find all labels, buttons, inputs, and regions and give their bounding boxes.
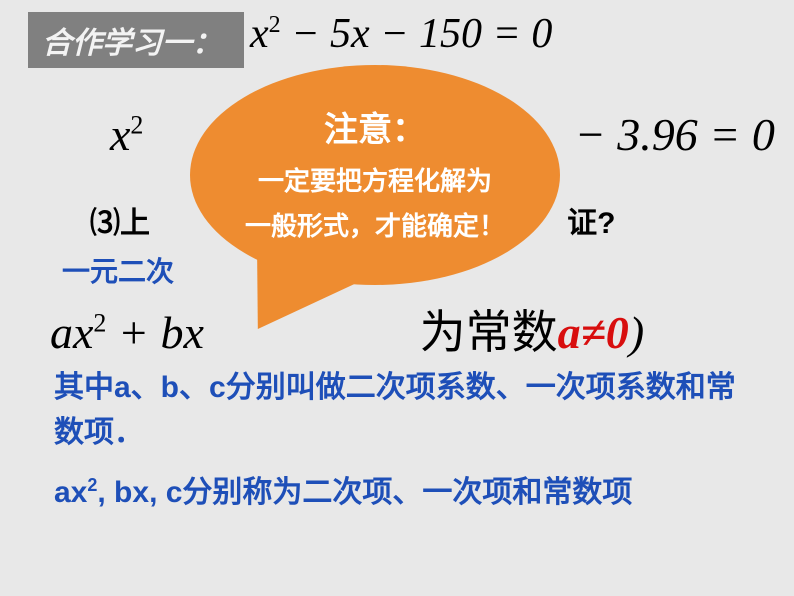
note-line-1: 一定要把方程化解为 [258,159,492,203]
explain-abc: 其中a、b、c分别叫做二次项系数、一次项系数和常数项． [54,365,754,455]
eq2-x: x [110,109,130,160]
note-line-2: 一般形式，才能确定！ [245,204,505,248]
eq2-sup: 2 [130,111,143,140]
formula-red: a≠0 [558,307,629,358]
formula-sup: 2 [93,309,106,338]
blue2-rest: , bx, c分别称为二次项、一次项和常数项 [97,476,632,509]
note-bubble: 注意： 一定要把方程化解为 一般形式，才能确定！ [190,65,560,285]
eq1-sup: 2 [269,12,281,38]
blue2-sup: 2 [87,475,97,495]
formula-cn: 为常数 [420,307,558,358]
equation-1: x2 − 5x − 150 = 0 [250,10,552,58]
formula-bx: + bx [106,307,203,358]
formula-close: ) [629,307,644,358]
eq1-x: x [250,11,269,57]
eq1-rest: − 5x − 150 = 0 [281,11,553,57]
explain-terms: ax2, bx, c分别称为二次项、一次项和常数项 [54,470,754,515]
eq2-right: − 3.96 = 0 [575,109,775,160]
q3-pre: ⑶上 [90,207,150,240]
blue2-ax: ax [54,476,87,509]
formula-ax: ax [50,307,93,358]
line-yiyuan: 一元二次 [62,250,174,290]
q3-tail: 证? [567,207,615,240]
note-title: 注意： [324,102,426,151]
section-tag: 合作学习一： [28,12,244,68]
